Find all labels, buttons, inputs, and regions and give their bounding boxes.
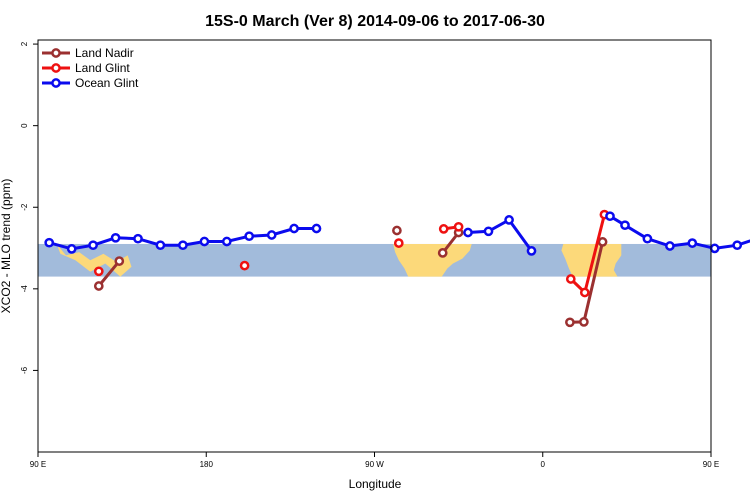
data-point: [66, 244, 77, 254]
data-point: [504, 215, 514, 225]
background-map-band: [38, 243, 711, 277]
data-point: [526, 246, 537, 256]
data-point: [289, 223, 299, 234]
data-point: [199, 236, 210, 247]
x-tick-label: 90 E: [30, 460, 46, 469]
series-land-nadir: [93, 225, 608, 328]
data-point: [266, 230, 277, 240]
data-point: [44, 237, 55, 248]
x-tick-label: 90 W: [365, 460, 384, 469]
data-point: [453, 221, 464, 232]
data-point: [88, 240, 98, 251]
data-point: [178, 240, 188, 251]
data-point: [605, 211, 615, 222]
y-tick-label: 0: [20, 123, 29, 128]
data-point: [393, 238, 404, 248]
data-point: [221, 236, 232, 247]
series-layer: [44, 209, 750, 328]
data-point: [565, 317, 575, 328]
data-point: [620, 220, 630, 231]
data-point: [565, 274, 576, 284]
x-axis: 90 E 180 90 W 0 90 E: [30, 452, 719, 469]
data-point: [244, 231, 255, 242]
x-axis-label: Longitude: [349, 477, 402, 491]
series-line: [467, 217, 533, 252]
data-point: [239, 260, 250, 271]
land-shape: [561, 244, 622, 277]
data-point: [155, 240, 166, 251]
legend-item: Land Nadir: [42, 46, 134, 60]
data-point: [579, 287, 590, 298]
legend-swatch-marker: [51, 78, 61, 88]
series-line: [97, 260, 121, 287]
legend-label: Land Nadir: [75, 46, 134, 60]
legend-item: Ocean Glint: [42, 76, 139, 90]
x-tick-label: 90 E: [703, 460, 719, 469]
data-point: [597, 237, 608, 247]
data-point: [133, 233, 143, 244]
data-point: [110, 232, 121, 243]
y-tick-label: 2: [20, 41, 29, 46]
data-point: [311, 223, 322, 234]
data-point: [93, 281, 104, 291]
y-tick-label: -6: [20, 366, 29, 374]
data-point: [732, 240, 743, 251]
legend-swatch-marker: [51, 48, 61, 58]
data-point: [665, 241, 675, 251]
legend-label: Ocean Glint: [75, 76, 139, 90]
data-point: [483, 226, 494, 237]
y-axis: 2 0 -2 -4 -6: [20, 41, 38, 374]
data-point: [437, 248, 448, 258]
data-point: [463, 227, 473, 238]
data-point: [687, 238, 698, 248]
data-point: [93, 266, 104, 277]
y-tick-label: -2: [20, 203, 29, 211]
series-line: [609, 214, 750, 250]
land-shape: [393, 244, 472, 277]
y-axis-label: XCO2 - MLO trend (ppm): [0, 179, 13, 314]
x-tick-label: 180: [200, 460, 214, 469]
data-point: [114, 256, 125, 266]
legend-swatch-marker: [51, 63, 61, 73]
y-tick-label: -4: [20, 285, 29, 293]
series-land-glint: [93, 209, 610, 298]
chart-title: 15S-0 March (Ver 8) 2014-09-06 to 2017-0…: [205, 13, 545, 30]
series-ocean-glint: [44, 211, 750, 256]
data-point: [438, 224, 449, 234]
data-point: [709, 243, 720, 254]
data-point: [642, 233, 653, 244]
data-point: [579, 317, 589, 327]
x-tick-label: 0: [541, 460, 546, 469]
legend-item: Land Glint: [42, 61, 130, 75]
legend-label: Land Glint: [75, 61, 130, 75]
data-point: [392, 225, 402, 236]
